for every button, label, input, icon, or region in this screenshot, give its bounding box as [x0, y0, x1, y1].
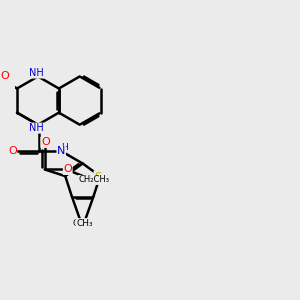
Text: O: O [41, 137, 50, 147]
Text: NH: NH [29, 123, 44, 133]
Text: CH₂CH₃: CH₂CH₃ [78, 176, 109, 184]
Text: CH₃: CH₃ [76, 219, 93, 228]
Text: CH₃: CH₃ [73, 219, 89, 228]
Text: O: O [8, 146, 17, 156]
Text: O: O [0, 71, 9, 81]
Text: NH: NH [29, 68, 44, 78]
Text: O: O [63, 164, 72, 175]
Text: S: S [94, 171, 101, 184]
Text: N: N [57, 146, 65, 156]
Text: H: H [61, 143, 68, 152]
